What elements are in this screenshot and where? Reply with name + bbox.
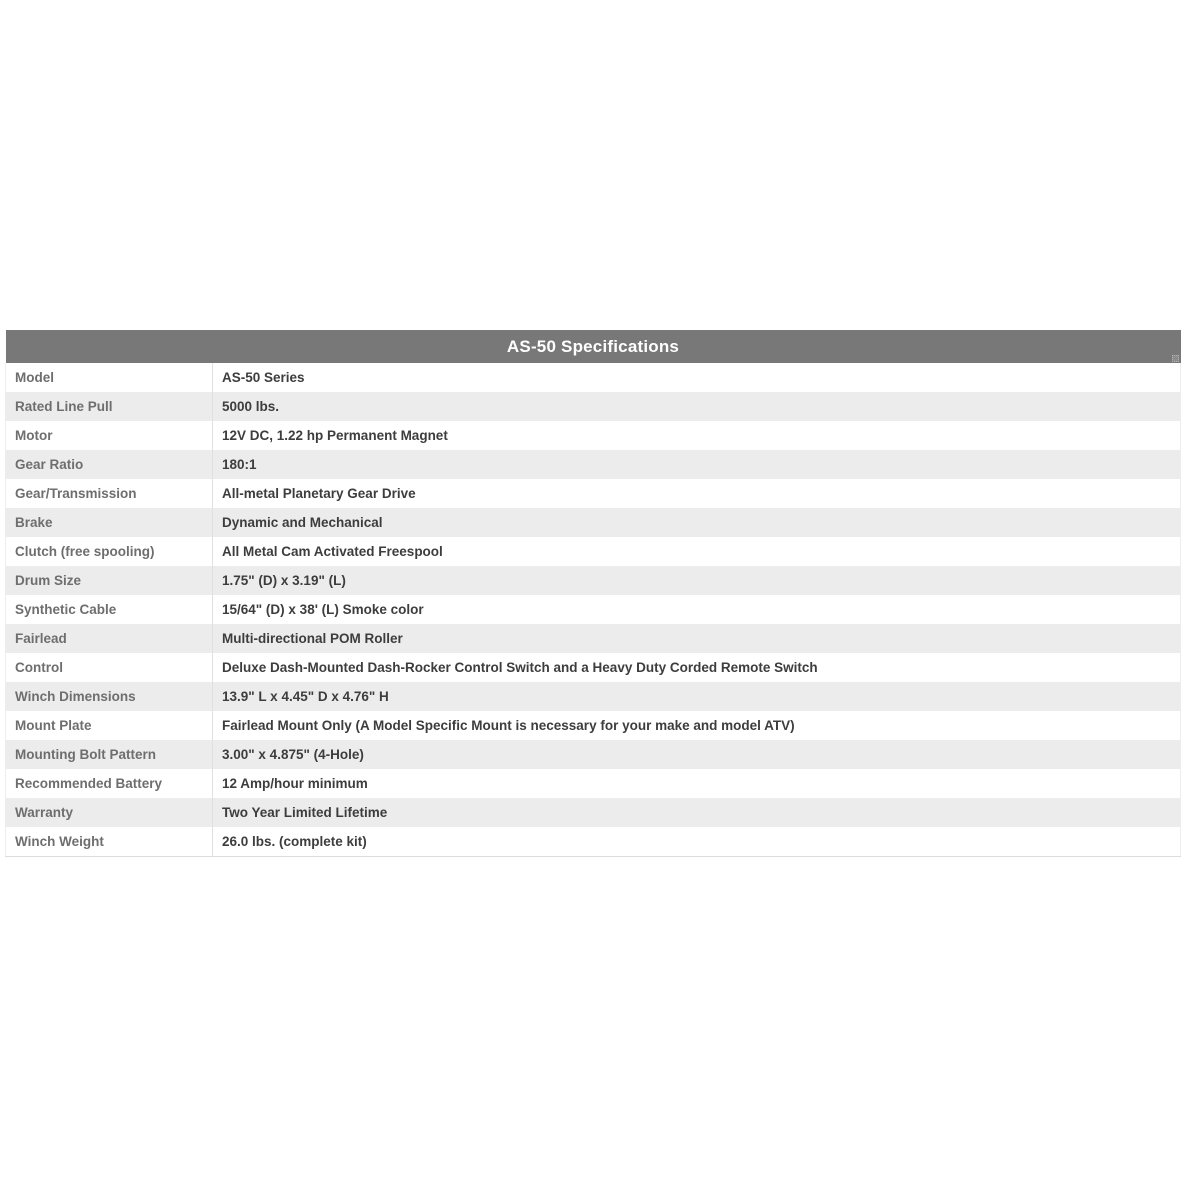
spec-table-body: Model AS-50 Series Rated Line Pull 5000 lbs… xyxy=(5,363,1182,857)
spec-value: 180:1 xyxy=(211,450,1182,479)
spec-label: Drum Size xyxy=(5,566,213,595)
table-row: Rated Line Pull 5000 lbs. xyxy=(5,392,1182,421)
spec-value: Two Year Limited Lifetime xyxy=(211,798,1182,827)
spec-label: Gear/Transmission xyxy=(5,479,213,508)
spec-label: Rated Line Pull xyxy=(5,392,213,421)
spec-value: All-metal Planetary Gear Drive xyxy=(211,479,1182,508)
spec-value: Fairlead Mount Only (A Model Specific Mo… xyxy=(211,711,1182,740)
resize-handle xyxy=(1171,355,1179,362)
spec-label: Fairlead xyxy=(5,624,213,653)
spec-value: 12V DC, 1.22 hp Permanent Magnet xyxy=(211,421,1182,450)
spec-label: Brake xyxy=(5,508,213,537)
table-row: Drum Size 1.75" (D) x 3.19" (L) xyxy=(5,566,1182,595)
table-row: Synthetic Cable 15/64" (D) x 38' (L) Smok… xyxy=(5,595,1182,624)
spec-value: Multi-directional POM Roller xyxy=(211,624,1182,653)
table-row: Motor 12V DC, 1.22 hp Permanent Magnet xyxy=(5,421,1182,450)
specifications-section: AS-50 Specifications Model AS-50 Series Ra… xyxy=(5,330,1182,857)
table-row: Brake Dynamic and Mechanical xyxy=(5,508,1182,537)
spec-label: Recommended Battery xyxy=(5,769,213,798)
specifications-table: AS-50 Specifications Model AS-50 Series Ra… xyxy=(5,330,1182,857)
spec-value: AS-50 Series xyxy=(211,363,1182,392)
spec-label: Motor xyxy=(5,421,213,450)
table-row: Winch Weight 26.0 lbs. (complete kit) xyxy=(5,827,1182,857)
spec-label: Model xyxy=(5,363,213,392)
table-title-text: AS-50 Specifications xyxy=(506,336,680,356)
table-header-row: AS-50 Specifications xyxy=(5,330,1181,363)
table-row: Warranty Two Year Limited Lifetime xyxy=(5,798,1182,827)
spec-value: 1.75" (D) x 3.19" (L) xyxy=(211,566,1182,595)
spec-label: Gear Ratio xyxy=(5,450,213,479)
spec-value: 5000 lbs. xyxy=(211,392,1182,421)
spec-label: Mount Plate xyxy=(5,711,213,740)
spec-label: Winch Dimensions xyxy=(5,682,213,711)
table-row: Mounting Bolt Pattern 3.00" x 4.875" (4-H… xyxy=(5,740,1182,769)
table-row: Model AS-50 Series xyxy=(5,363,1182,392)
table-row: Winch Dimensions 13.9" L x 4.45" D x 4.76… xyxy=(5,682,1182,711)
spec-value: 26.0 lbs. (complete kit) xyxy=(211,827,1182,857)
spec-value: 3.00" x 4.875" (4-Hole) xyxy=(211,740,1182,769)
spec-label: Winch Weight xyxy=(5,827,213,857)
table-row: Fairlead Multi-directional POM Roller xyxy=(5,624,1182,653)
spec-value: All Metal Cam Activated Freespool xyxy=(211,537,1182,566)
table-row: Control Deluxe Dash-Mounted Dash-Rocker C… xyxy=(5,653,1182,682)
spec-value: Dynamic and Mechanical xyxy=(211,508,1182,537)
spec-value: 13.9" L x 4.45" D x 4.76" H xyxy=(211,682,1182,711)
table-row: Clutch (free spooling) All Metal Cam Acti… xyxy=(5,537,1182,566)
spec-value: 15/64" (D) x 38' (L) Smoke color xyxy=(211,595,1182,624)
spec-value: Deluxe Dash-Mounted Dash-Rocker Control … xyxy=(211,653,1182,682)
spec-label: Clutch (free spooling) xyxy=(5,537,213,566)
table-row: Mount Plate Fairlead Mount Only (A Model … xyxy=(5,711,1182,740)
spec-label: Control xyxy=(5,653,213,682)
spec-value: 12 Amp/hour minimum xyxy=(211,769,1182,798)
spec-label: Mounting Bolt Pattern xyxy=(5,740,213,769)
table-row: Gear/Transmission All-metal Planetary Gea… xyxy=(5,479,1182,508)
table-row: Recommended Battery 12 Amp/hour minimum xyxy=(5,769,1182,798)
table-row: Gear Ratio 180:1 xyxy=(5,450,1182,479)
spec-label: Synthetic Cable xyxy=(5,595,213,624)
spec-label: Warranty xyxy=(5,798,213,827)
table-title: AS-50 Specifications xyxy=(5,330,1181,363)
